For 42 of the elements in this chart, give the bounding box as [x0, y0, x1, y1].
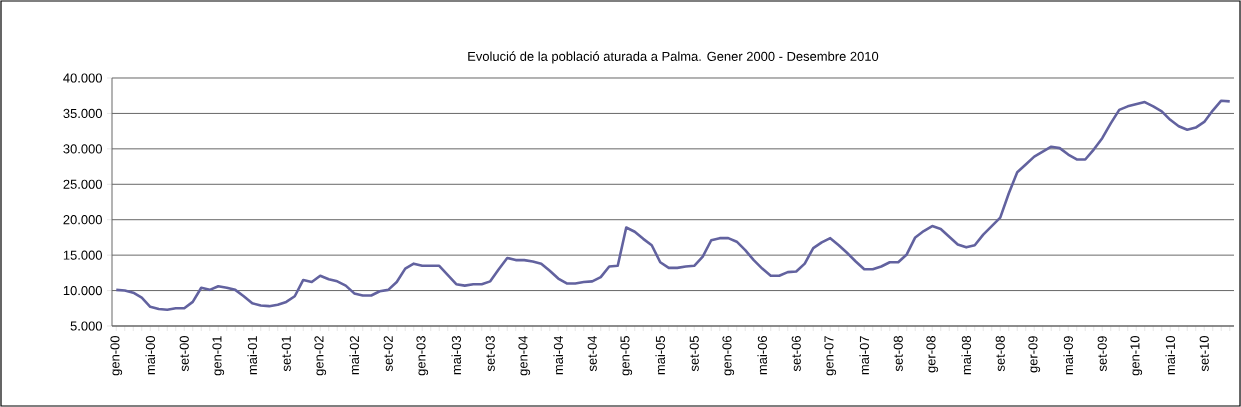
x-tick-label: mai-05	[655, 336, 665, 375]
x-tick-label: mai-07	[859, 336, 869, 375]
x-tick-label: set-02	[383, 336, 393, 372]
x-tick-label: gen-05	[620, 336, 633, 376]
x-tick-label: mai-01	[247, 336, 257, 375]
x-tick-label: set-01	[281, 336, 291, 372]
x-tick-label: gen-06	[722, 336, 735, 376]
x-tick-label: set-04	[587, 335, 597, 372]
x-tick-label: mai-04	[553, 335, 563, 375]
x-tick-label: mai-08	[961, 336, 971, 375]
y-tick-label: 10.000	[63, 285, 102, 296]
x-tick-label: ger-08	[926, 336, 939, 373]
x-tick-label: gen-00	[110, 336, 123, 376]
x-tick-label: gen-04	[518, 335, 531, 376]
y-tick-label: 30.000	[63, 144, 102, 154]
x-tick-label: mai-10	[1165, 336, 1175, 375]
x-tick-label: set-08	[893, 336, 903, 372]
x-tick-label: set-05	[689, 336, 699, 372]
x-tick-label: gen-01	[212, 336, 225, 376]
x-tick-label: set-09	[1097, 336, 1107, 372]
x-tick-label: set-00	[179, 336, 189, 372]
x-tick-label: ger-09	[1028, 336, 1041, 373]
y-tick-label: 40.000	[63, 73, 102, 83]
chart-title: Evolució de la població aturada a Palma. Gener 2000 - Desembre 2010	[468, 51, 879, 64]
x-tick-label: gen-03	[416, 336, 429, 376]
y-tick-label: 20.000	[63, 215, 102, 225]
y-tick-label: 15.000	[63, 250, 102, 260]
x-tick-label: set-03	[485, 336, 495, 372]
y-tick-label: 25.000	[63, 179, 102, 189]
x-tick-label: set-08	[995, 336, 1005, 372]
y-tick-label: 5.000	[70, 321, 102, 331]
x-tick-label: mai-02	[349, 336, 359, 375]
x-tick-label: mai-03	[451, 336, 461, 375]
x-tick-label: gen-07	[824, 336, 837, 376]
x-tick-label: gen-02	[314, 336, 327, 376]
x-tick-label: set-06	[791, 336, 801, 372]
x-tick-label: mai-09	[1063, 336, 1073, 375]
x-tick-label: gen-10	[1130, 336, 1143, 376]
x-tick-label: mai-06	[757, 336, 767, 375]
x-tick-label: mai-00	[145, 336, 155, 375]
y-tick-label: 35.000	[63, 108, 102, 119]
x-tick-label: set-10	[1199, 336, 1209, 372]
